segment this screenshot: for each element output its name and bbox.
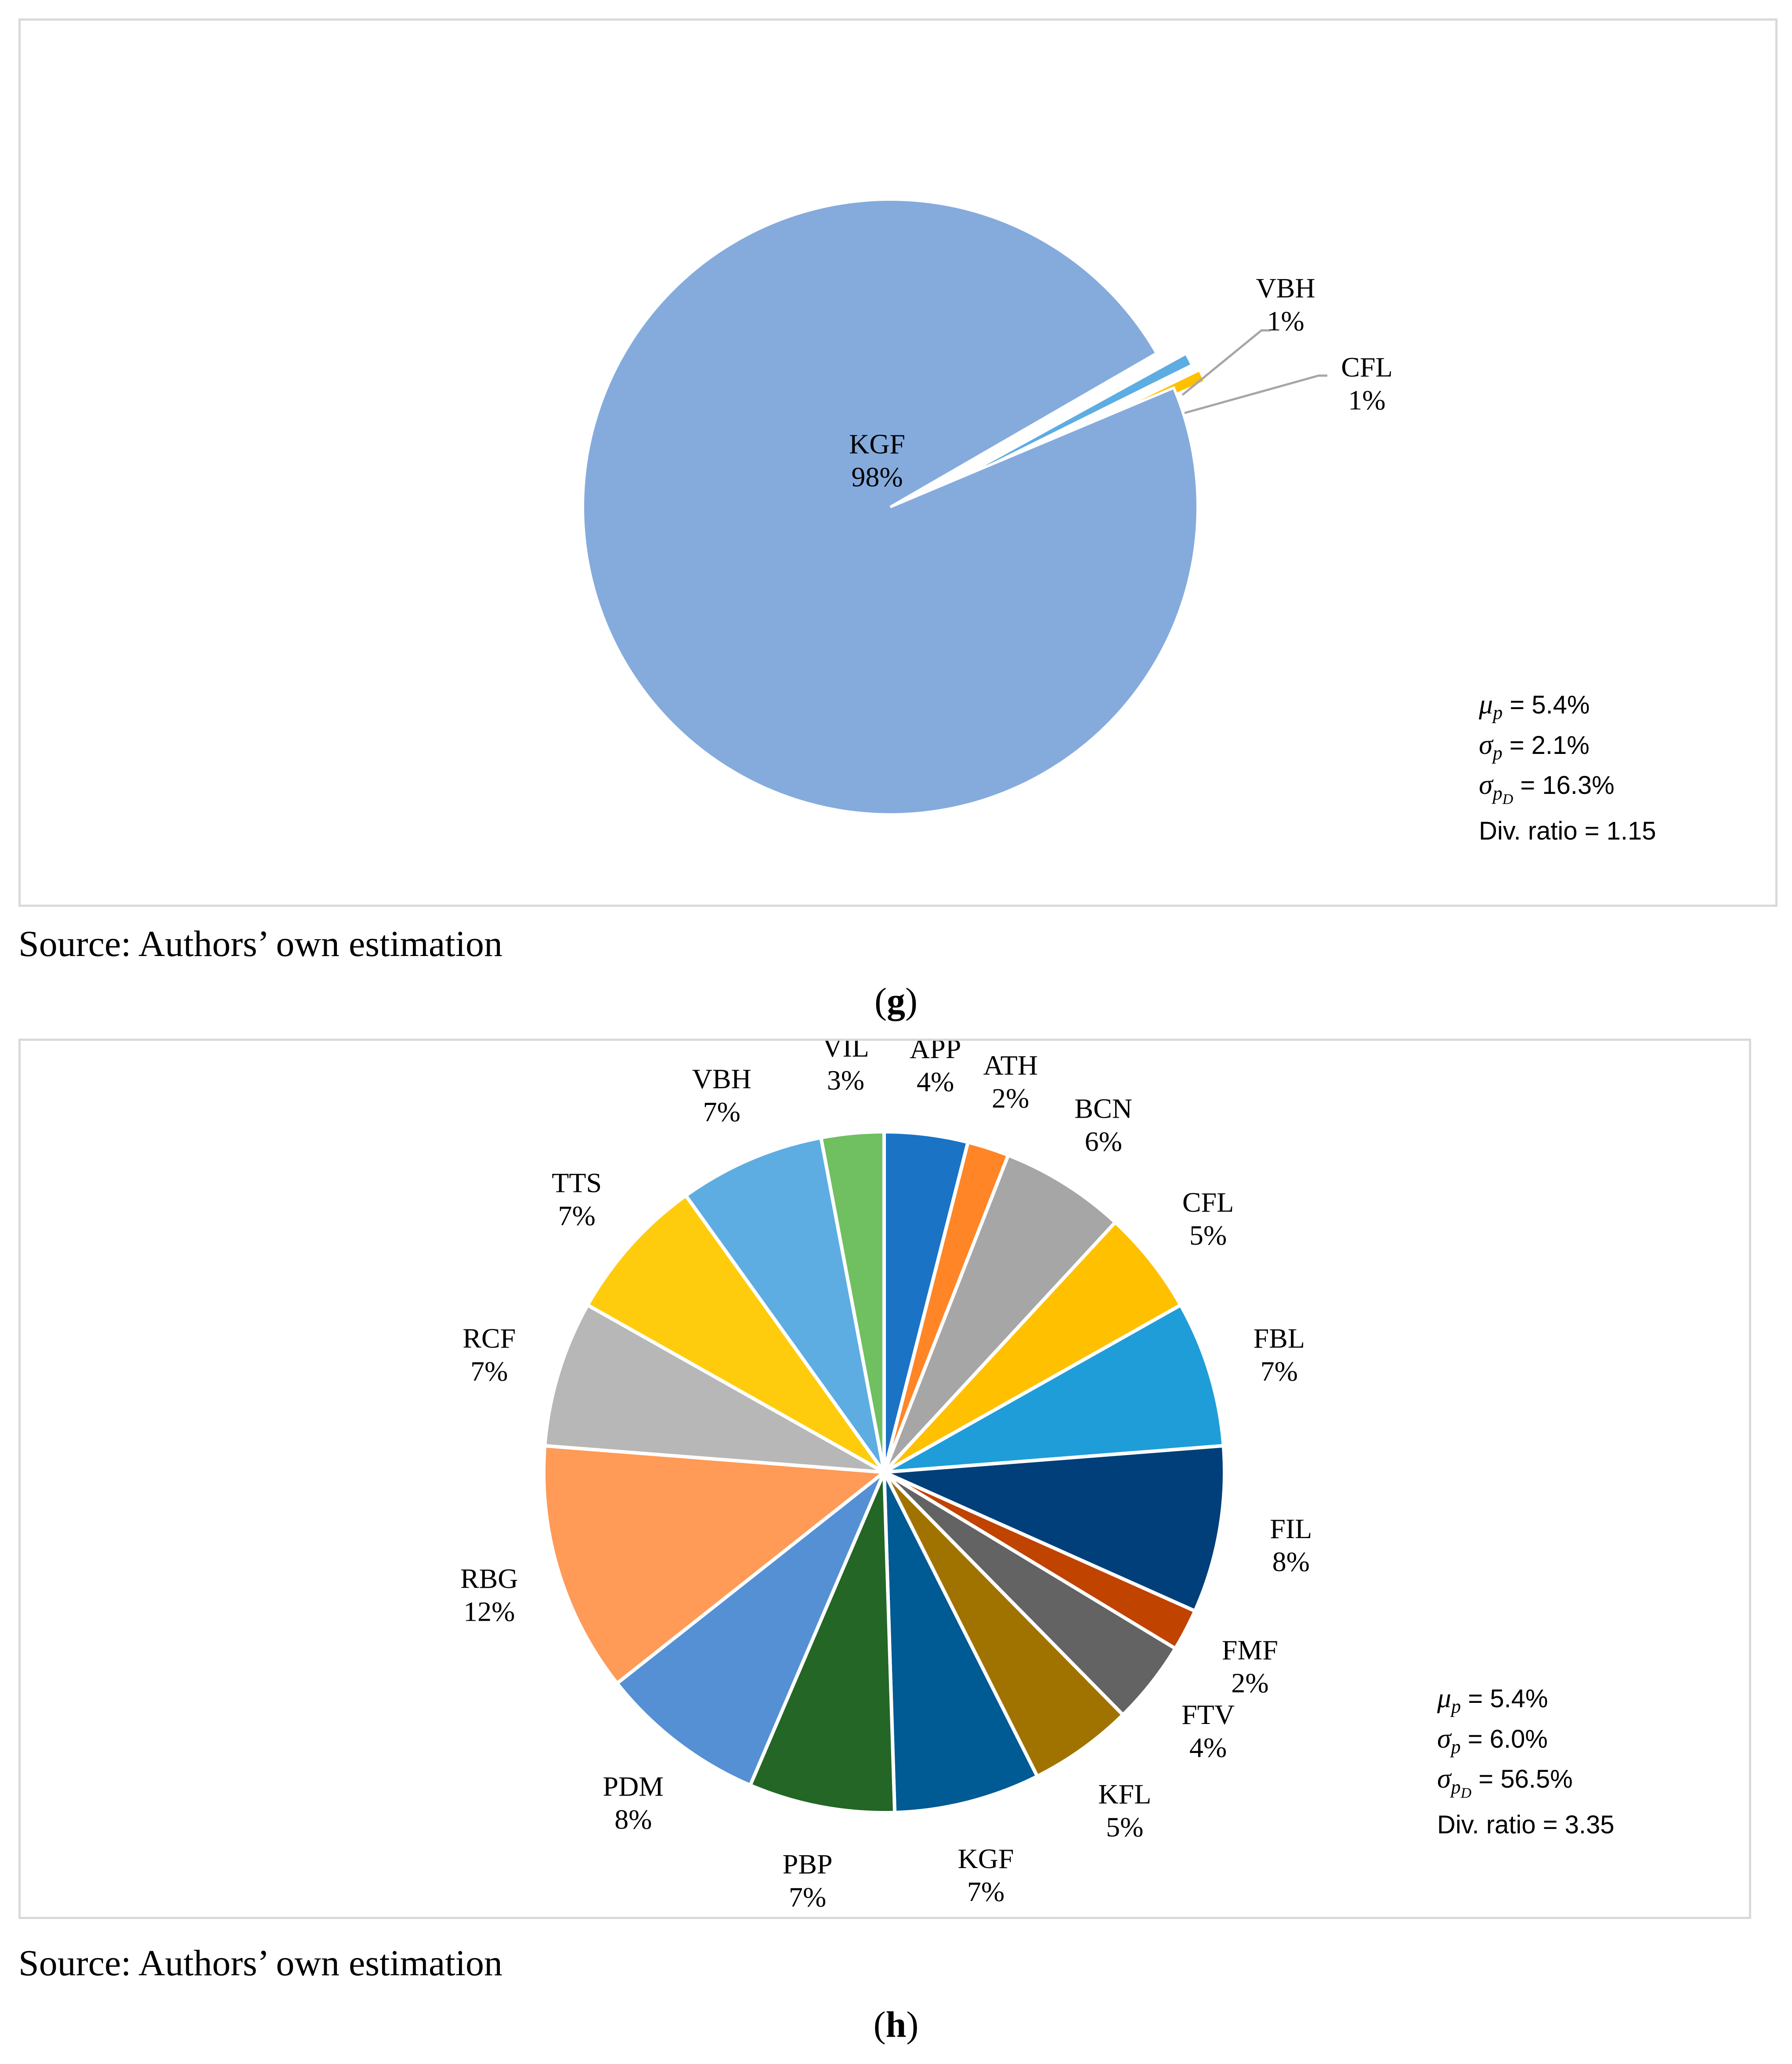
pie-slice-fil (882, 1444, 1226, 1613)
stat-div-ratio: Div. ratio = 1.15 (1479, 816, 1656, 845)
pie-slice-rcf (543, 1303, 886, 1474)
source-note-h: Source: Authors’ own estimation (18, 1943, 502, 1984)
chart-panel-h: APP 4% ATH 2% BCN 6% CFL 5% FBL 7% FIL 8% FMF 2% FTV 4%… (18, 1039, 1751, 1919)
pie-slice-vbh (684, 1136, 886, 1474)
source-note-g: Source: Authors’ own estimation (18, 923, 502, 964)
stat-sigma-p: σp = 6.0% (1437, 1722, 1548, 1758)
pie-slice-bcn (882, 1153, 1117, 1474)
slice-label-rbg: RBG (460, 1563, 518, 1594)
slice-label-bcn: BCN (1074, 1093, 1132, 1124)
pie-slice-tts (585, 1194, 886, 1474)
pie-slice-cfl (882, 1220, 1183, 1474)
leader-line-cfl (1184, 374, 1327, 414)
slice-value-kgf: 7% (967, 1876, 1004, 1907)
stat-sigma-p: σp = 2.1% (1479, 728, 1590, 764)
panel-caption-h: (h) (873, 2004, 919, 2045)
slice-value-tts: 7% (558, 1200, 595, 1231)
slice-value-pbp: 7% (789, 1882, 826, 1913)
slice-value-fmf: 2% (1231, 1667, 1268, 1698)
stat-sigma-pd: σpD = 56.5% (1437, 1763, 1573, 1801)
panel-caption-g: (g) (874, 981, 918, 1021)
stat-sigma-pd: σpD = 16.3% (1479, 769, 1615, 807)
slice-label-app: APP (910, 1041, 961, 1064)
leader-line-vbh (1181, 329, 1270, 396)
stat-div-ratio: Div. ratio = 3.35 (1437, 1810, 1615, 1839)
stat-mu-p: μp = 5.4% (1479, 688, 1590, 724)
slice-value-vil: 3% (827, 1065, 864, 1096)
slice-label-vbh: VBH (1256, 272, 1315, 304)
slice-value-rcf: 7% (470, 1355, 508, 1387)
pie-slice-kgf (582, 198, 1199, 816)
stats-box-h: μp = 5.4% σp = 6.0% σpD = 56.5% Div. rat… (1437, 1682, 1615, 1841)
slice-label-cfl: CFL (1182, 1187, 1234, 1218)
slice-label-cfl: CFL (1341, 351, 1392, 383)
slice-label-pdm: PDM (603, 1771, 664, 1802)
slice-label-vbh: VBH (692, 1063, 751, 1094)
slice-value-rbg: 12% (463, 1596, 515, 1627)
slice-value-app: 4% (917, 1066, 954, 1097)
slice-label-rcf: RCF (462, 1322, 516, 1354)
slice-label-fil: FIL (1270, 1513, 1312, 1544)
slice-value-kfl: 5% (1106, 1811, 1143, 1843)
slice-label-fbl: FBL (1254, 1322, 1305, 1354)
slice-label-tts: TTS (552, 1167, 602, 1198)
slice-value-fbl: 7% (1261, 1355, 1298, 1387)
pie-slice-pbp (748, 1470, 897, 1815)
slice-label-ftv: FTV (1181, 1699, 1235, 1730)
slice-label-kfl: KFL (1098, 1778, 1151, 1810)
slice-label-fmf: FMF (1222, 1634, 1278, 1666)
pie-slice-fbl (882, 1303, 1225, 1474)
pie-slice-kgf (882, 1470, 1039, 1814)
slice-value-pdm: 8% (614, 1803, 652, 1835)
slice-value-ath: 2% (992, 1083, 1029, 1114)
slice-value-fil: 8% (1272, 1546, 1310, 1577)
slice-value-vbh: 7% (703, 1096, 741, 1127)
slice-label-kgf: KGF (849, 428, 905, 460)
slice-value-bcn: 6% (1085, 1126, 1122, 1157)
slice-value-vbh: 1% (1267, 305, 1304, 337)
stat-mu-p: μp = 5.4% (1437, 1682, 1548, 1717)
slice-value-cfl: 5% (1189, 1220, 1227, 1251)
slice-value-ftv: 4% (1189, 1732, 1227, 1763)
chart-panel-g: KGF 98% VBH 1% CFL 1% μp = 5.4% σp = 2.1% σpD… (18, 18, 1778, 907)
slice-label-vil: VIL (822, 1041, 869, 1063)
slice-label-kgf: KGF (957, 1843, 1014, 1874)
pie-slice-vil (819, 1130, 886, 1474)
slice-value-kgf: 98% (851, 461, 903, 492)
pie-slice-pdm (615, 1470, 886, 1787)
pie-slice-kfl (882, 1470, 1125, 1778)
stats-box-g: μp = 5.4% σp = 2.1% σpD = 16.3% Div. rat… (1479, 688, 1656, 847)
slice-label-ath: ATH (983, 1050, 1037, 1081)
slice-value-cfl: 1% (1348, 384, 1385, 416)
pie-slice-vbh (916, 351, 1194, 503)
pie-slice-rbg (542, 1444, 886, 1685)
slice-label-pbp: PBP (783, 1849, 833, 1880)
